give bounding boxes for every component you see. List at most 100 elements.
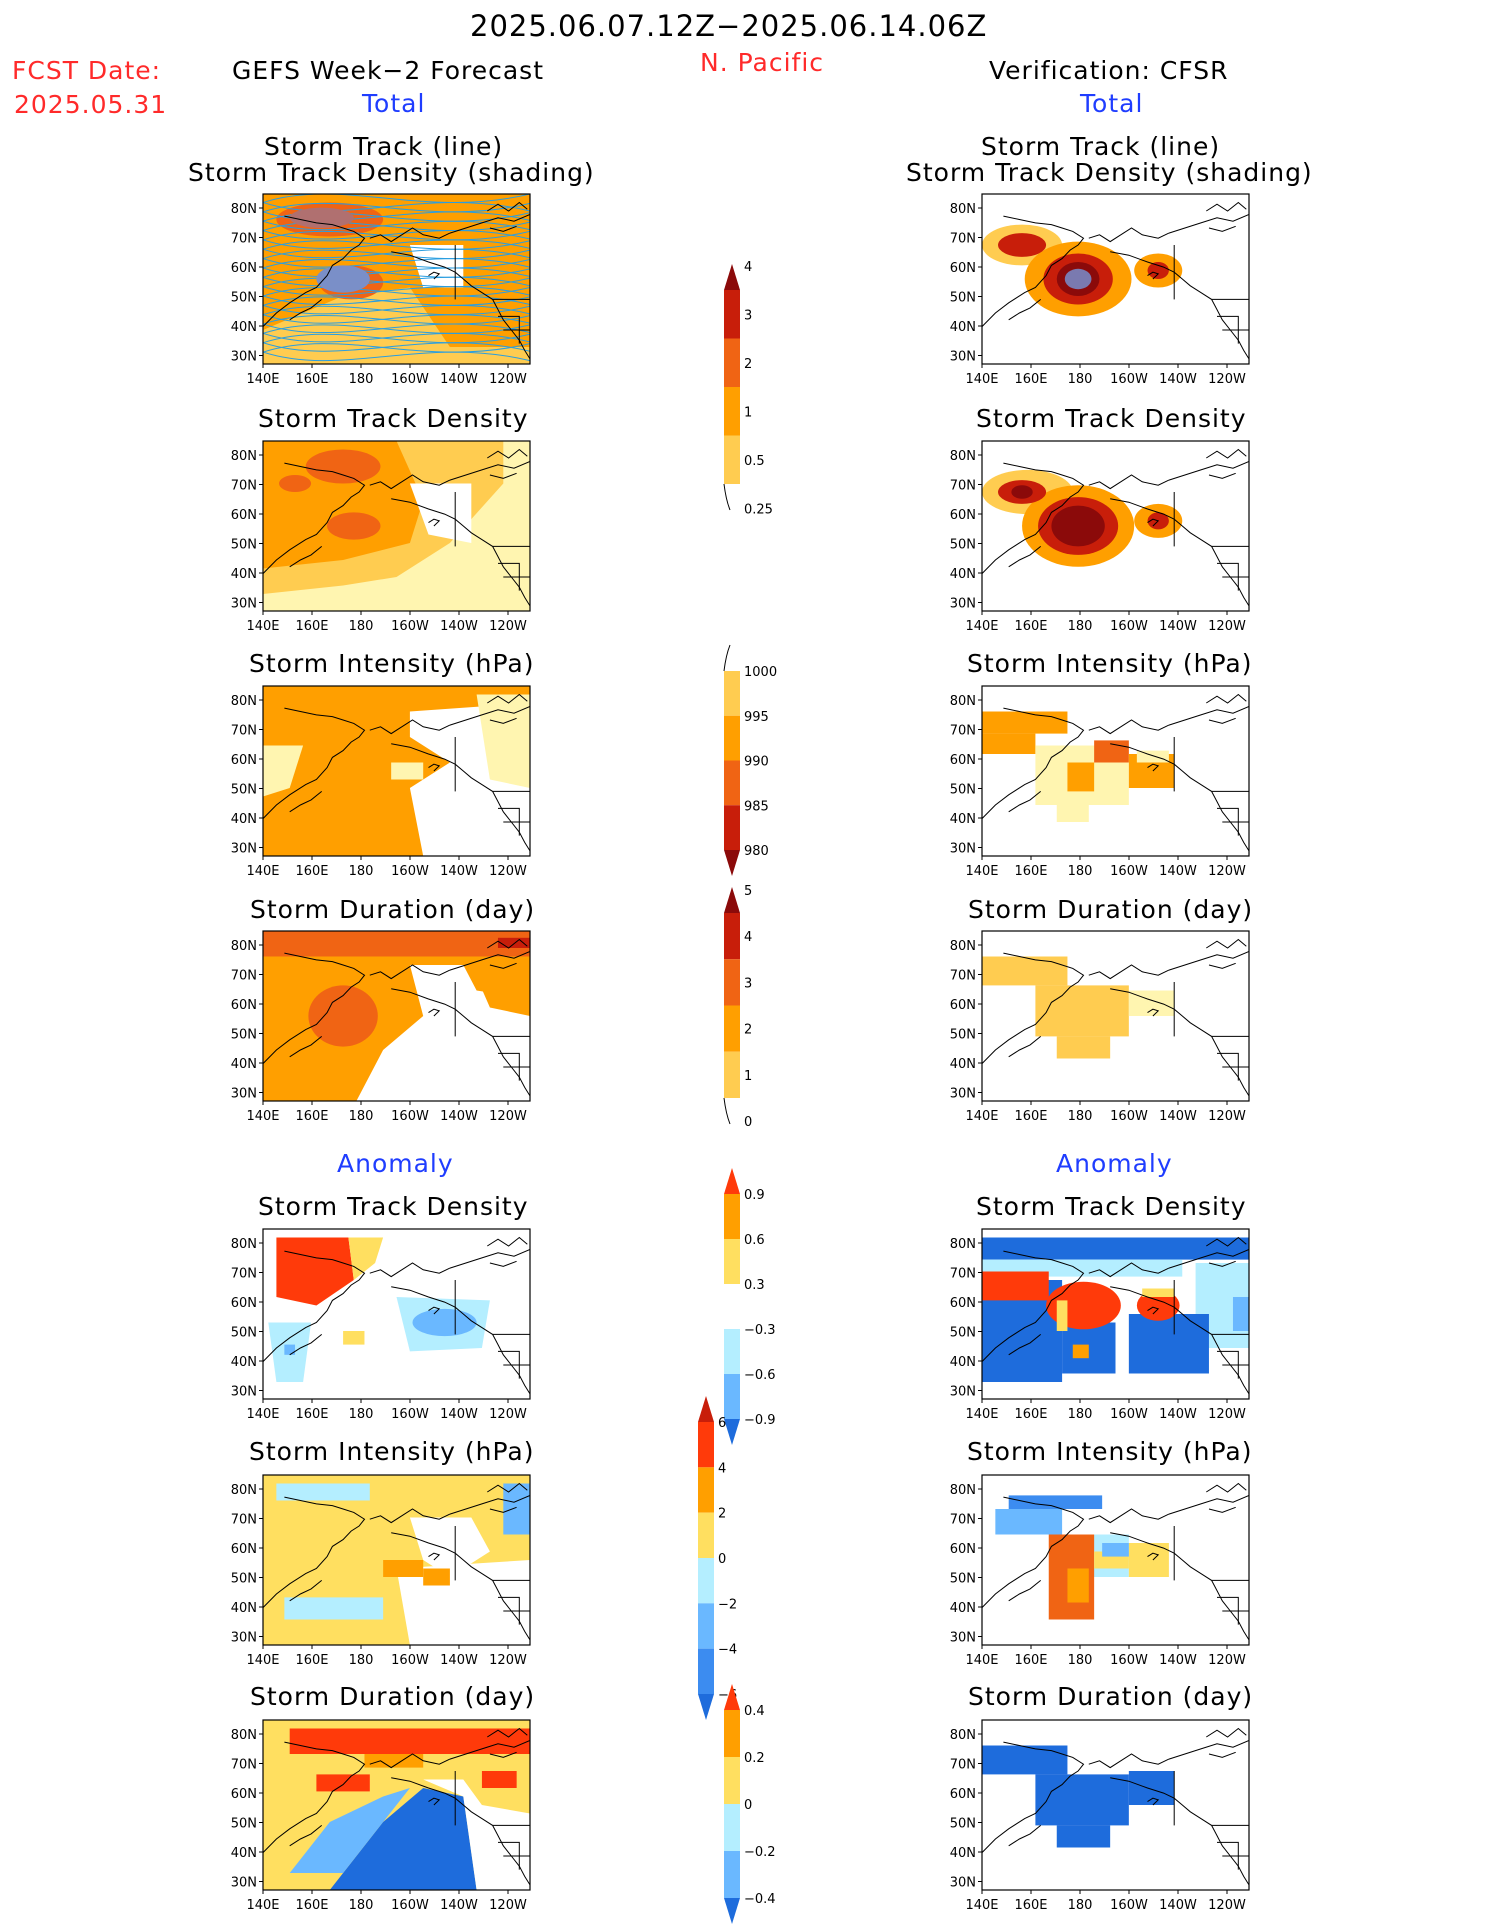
y-tick-label: 80N <box>950 202 976 217</box>
map-frame <box>262 685 531 857</box>
y-tick-label: 70N <box>231 479 257 494</box>
y-tick-label: 30N <box>231 350 257 365</box>
y-tick-label: 30N <box>950 1876 976 1891</box>
colorbar-label: 0.9 <box>744 1188 765 1203</box>
map-panel-right-0: 80N 70N 60N 50N 40N 30N 140E 160E 180 160W 140W 120… <box>950 193 1250 387</box>
field-region <box>409 1517 490 1577</box>
map-panel-right-4: 80N 70N 60N 50N 40N 30N 140E 160E 180 160W 140W 120… <box>950 1228 1250 1422</box>
x-tick-label: 140E <box>246 864 279 879</box>
coastline <box>289 1825 323 1847</box>
storm-track-line <box>263 258 530 269</box>
y-tick-label: 30N <box>950 842 976 857</box>
field-cell <box>995 1509 1063 1535</box>
coastline <box>449 213 530 234</box>
field-cell <box>276 1483 370 1501</box>
coastline <box>369 227 451 243</box>
y-tick-label: 40N <box>231 812 257 827</box>
storm-track-line <box>263 230 530 241</box>
coastline <box>1206 1482 1247 1493</box>
coastline <box>1168 705 1249 726</box>
x-tick-label: 120W <box>489 864 527 879</box>
coastline <box>1208 717 1236 724</box>
storm-track-line <box>263 276 530 287</box>
storm-track-line <box>263 351 530 362</box>
coastline <box>1168 1248 1249 1269</box>
x-tick-label: 120W <box>489 372 527 387</box>
x-tick-label: 120W <box>489 1898 527 1913</box>
map-frame <box>262 1474 531 1646</box>
y-tick-label: 50N <box>231 1326 257 1341</box>
x-tick-label: 140E <box>965 864 998 879</box>
y-tick-label: 60N <box>231 753 257 768</box>
x-tick-label: 160W <box>391 619 429 634</box>
storm-track-line <box>263 267 530 277</box>
density-contour <box>289 207 354 228</box>
y-tick-label: 40N <box>950 1601 976 1616</box>
coastline <box>1208 1260 1236 1267</box>
coastline <box>487 1236 528 1247</box>
coastline <box>369 474 451 490</box>
colorbar-swatch <box>724 715 740 761</box>
storm-track-line <box>263 268 530 278</box>
map-frame <box>981 193 1250 365</box>
y-tick-label: 60N <box>950 1787 976 1802</box>
x-tick-label: 140E <box>246 372 279 387</box>
storm-track-line <box>263 304 530 315</box>
field-cell <box>982 711 1068 734</box>
x-tick-label: 140E <box>246 1109 279 1124</box>
coastline <box>489 717 517 724</box>
coastline <box>1008 1334 1042 1356</box>
field-cell <box>383 1560 424 1577</box>
map-panel-right-0-fields <box>982 194 1249 364</box>
x-tick-label: 120W <box>489 1653 527 1668</box>
y-tick-label: 60N <box>231 508 257 523</box>
x-tick-label: 140E <box>246 619 279 634</box>
colorbar-label: 5 <box>744 884 752 899</box>
x-tick-label: 160W <box>1110 1109 1148 1124</box>
colorbar-swatch <box>724 1374 740 1419</box>
density-contour <box>1064 268 1092 290</box>
x-tick-label: 140W <box>440 1407 478 1422</box>
y-tick-label: 40N <box>950 812 976 827</box>
x-tick-label: 180 <box>1068 1109 1093 1124</box>
y-tick-label: 80N <box>950 694 976 709</box>
colorbar-density-total: 4 3 2 1 0.5 0.25 <box>723 260 773 517</box>
field-cell <box>1035 1774 1129 1826</box>
colorbar-label: 0.6 <box>744 1233 765 1248</box>
coastline <box>1208 962 1236 969</box>
x-tick-label: 180 <box>349 1898 374 1913</box>
storm-track-line <box>263 202 530 212</box>
left-panel-title-3: Storm Duration (day) <box>250 895 536 924</box>
colorbar-label: −4 <box>718 1643 737 1658</box>
colorbar-swatch <box>724 1329 740 1374</box>
map-frame <box>262 1228 531 1400</box>
y-tick-label: 30N <box>950 1385 976 1400</box>
colorbar-swatch <box>724 1005 740 1052</box>
coastline <box>449 705 530 726</box>
colorbar-duration-total: 5 4 3 2 1 0 <box>723 884 752 1130</box>
y-tick-label: 80N <box>950 449 976 464</box>
y-tick-label: 80N <box>950 939 976 954</box>
field-cell <box>497 937 530 948</box>
colorbar-tip <box>724 887 740 913</box>
y-tick-label: 80N <box>231 1483 257 1498</box>
period-title: 2025.06.07.12Z−2025.06.14.06Z <box>470 9 988 43</box>
y-tick-label: 30N <box>231 842 257 857</box>
coastline <box>1088 1508 1170 1524</box>
coastline <box>982 1250 1085 1362</box>
coastline <box>1147 1797 1160 1806</box>
coastline <box>489 1506 517 1513</box>
y-tick-label: 80N <box>231 939 257 954</box>
y-tick-label: 70N <box>231 1758 257 1773</box>
colorbar-tip <box>724 1684 740 1710</box>
map-frame <box>262 930 531 1102</box>
field-cell <box>343 1331 365 1345</box>
map-panel-right-5-fields <box>982 1475 1249 1645</box>
coastline <box>1088 227 1170 243</box>
coastline <box>263 462 366 574</box>
x-tick-label: 160W <box>1110 1898 1148 1913</box>
coastline <box>289 1580 323 1602</box>
y-tick-label: 30N <box>950 350 976 365</box>
coastline <box>489 1751 517 1758</box>
